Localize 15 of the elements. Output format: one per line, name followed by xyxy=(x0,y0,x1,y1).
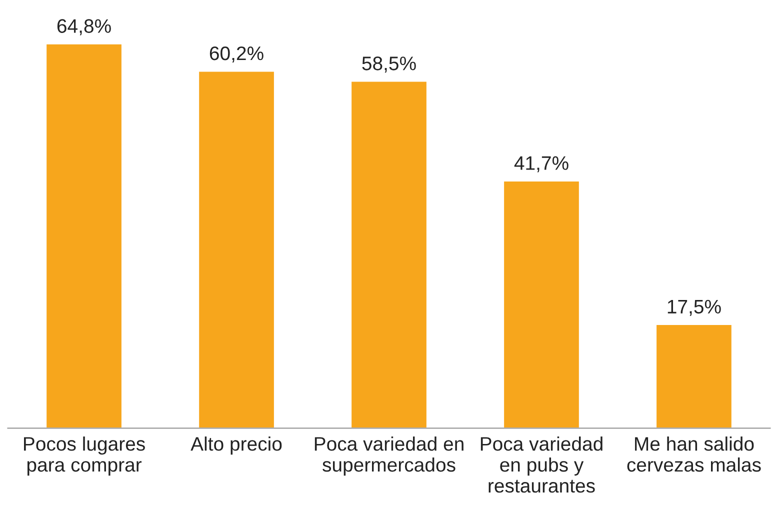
bar xyxy=(655,324,733,428)
data-label: 60,2% xyxy=(210,46,264,63)
data-label: 58,5% xyxy=(362,56,416,73)
x-tick-label: Alto precio xyxy=(190,436,282,455)
x-tick-label: Poca variedad en supermercados xyxy=(314,436,464,476)
data-label: 41,7% xyxy=(514,156,568,172)
data-label: 64,8% xyxy=(57,19,111,36)
bar xyxy=(45,43,123,428)
x-tick-label: Pocos lugares para comprar xyxy=(24,436,145,476)
x-tick-label: Poca variedad en pubs y restaurantes xyxy=(480,436,602,493)
bar xyxy=(502,180,580,428)
bar xyxy=(350,80,428,428)
data-label: 17,5% xyxy=(668,300,721,316)
bar xyxy=(198,70,276,428)
x-tick-label: Me han salido cervezas malas xyxy=(627,436,761,472)
